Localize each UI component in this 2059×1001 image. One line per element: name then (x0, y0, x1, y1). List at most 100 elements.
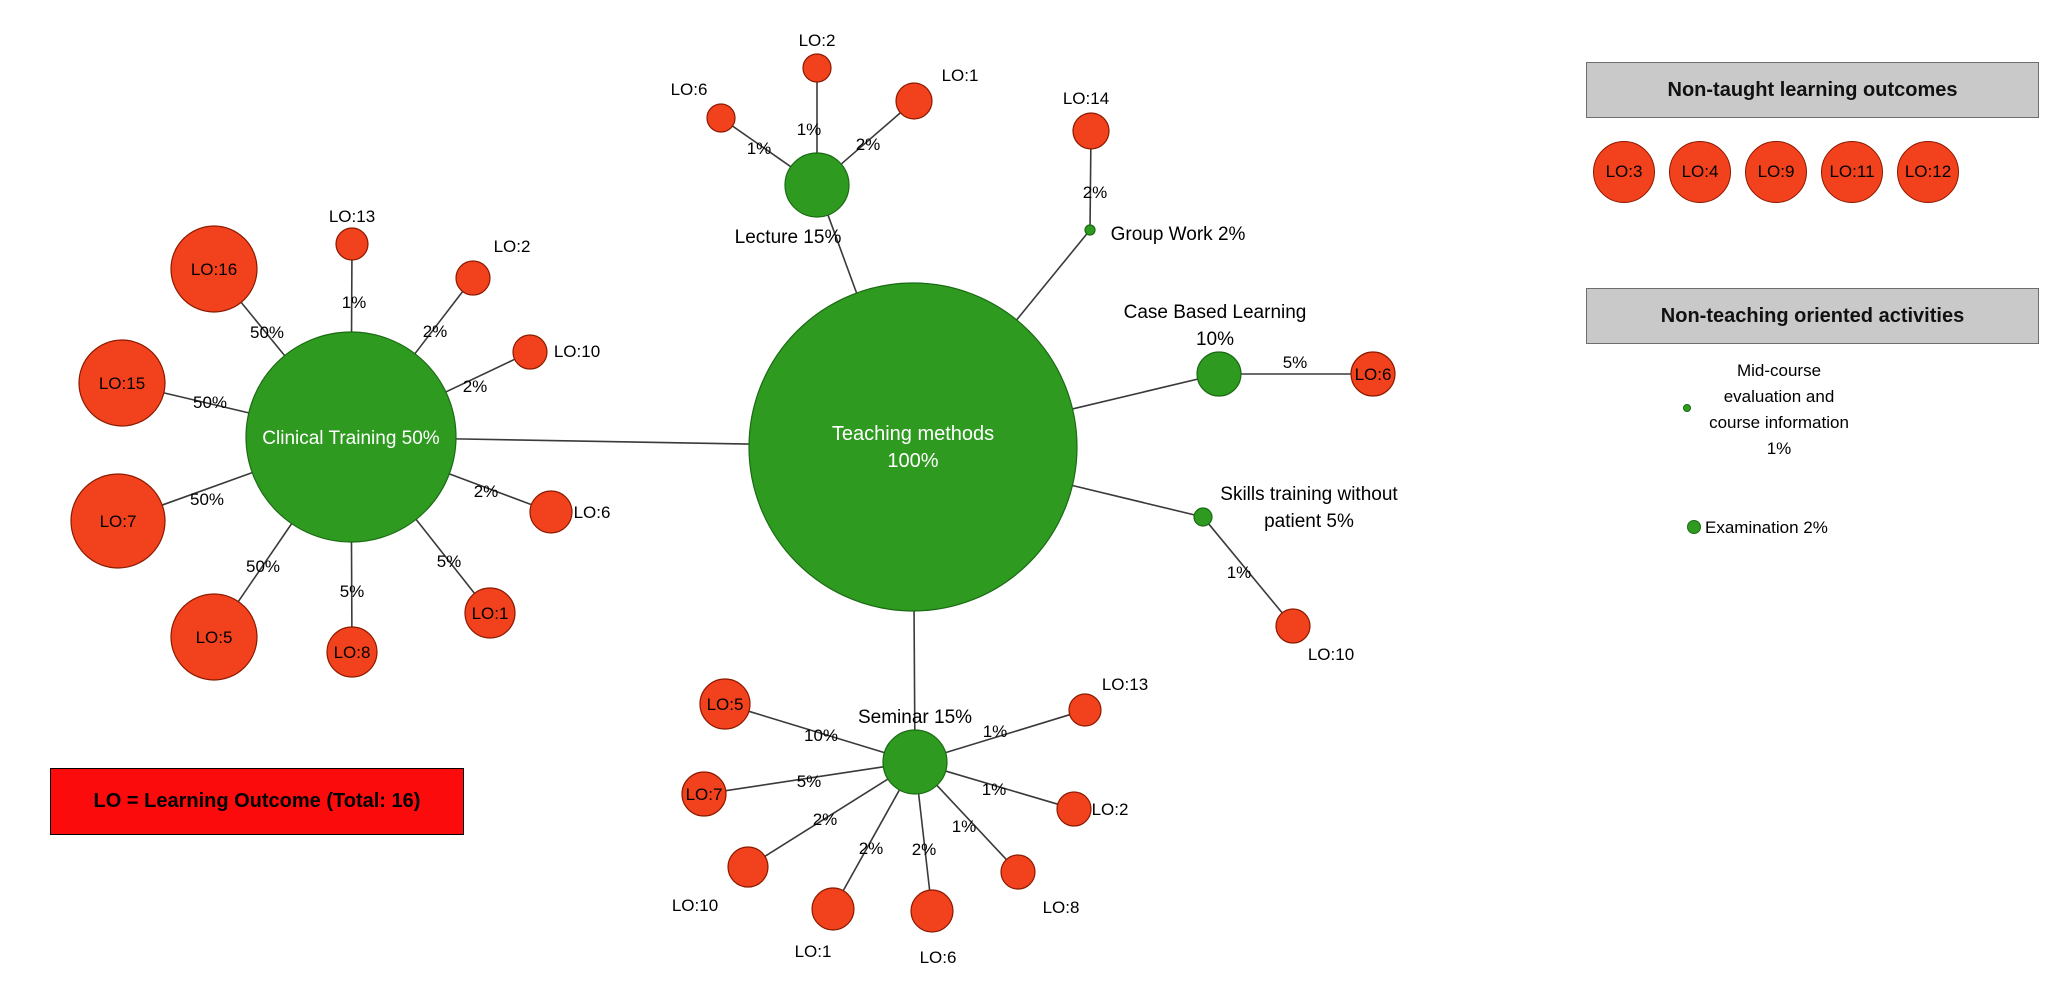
label-c16: LO:16 (191, 260, 237, 279)
node-s8 (1000, 854, 1036, 890)
pct-clinical-c16: 50% (250, 323, 284, 342)
pct-seminar-s8: 1% (952, 817, 977, 836)
node-c10 (512, 334, 548, 370)
edge-seminar-s10 (764, 778, 889, 858)
label-lo14: LO:14 (1063, 89, 1109, 108)
pct-seminar-s7: 5% (797, 772, 822, 791)
non-taught-circles: LO:3 LO:4 LO:9 LO:11 LO:12 (1593, 141, 1959, 203)
pct-lecture-l1: 2% (856, 135, 881, 154)
node-s13 (1068, 693, 1102, 727)
node-teaching (748, 282, 1078, 612)
node-lecture (784, 152, 850, 218)
edge-teaching-seminar (913, 610, 916, 731)
edge-clinical-c10 (445, 358, 515, 393)
node-c7 (70, 473, 166, 569)
node-s2 (1056, 791, 1092, 827)
edge-skills-sk10 (1208, 523, 1283, 614)
label-sk10: LO:10 (1308, 645, 1354, 664)
label-lecture: Lecture 15% (735, 227, 842, 248)
node-l6 (706, 103, 736, 133)
node-s5 (699, 678, 751, 730)
edge-seminar-s2 (945, 770, 1058, 805)
edge-lecture-l1 (840, 112, 901, 165)
node-s6 (910, 889, 954, 933)
pct-clinical-c13: 1% (342, 293, 367, 312)
pct-clinical-c6: 2% (474, 482, 499, 501)
node-c1 (464, 587, 516, 639)
pct-seminar-s2: 1% (982, 780, 1007, 799)
node-cbl (1196, 351, 1242, 397)
node-l1 (895, 82, 933, 120)
edge-teaching-skills (1072, 484, 1195, 516)
pct-clinical-c10: 2% (463, 377, 488, 396)
label-seminar: Seminar 15% (858, 707, 972, 728)
edge-seminar-s6 (917, 793, 931, 891)
edge-clinical-c6 (449, 473, 532, 506)
node-s7 (681, 771, 727, 817)
pct-clinical-c15: 50% (193, 393, 227, 412)
label-teaching-methods: Teaching methods 100% (832, 423, 994, 472)
label-skills-training: Skills training without patient 5% (1220, 484, 1398, 532)
legend-lo-circle: LO:9 (1745, 141, 1807, 203)
label-c15: LO:15 (99, 374, 145, 393)
node-s10 (727, 846, 769, 888)
node-c5 (170, 593, 258, 681)
edge-seminar-s5 (748, 710, 885, 754)
node-c2 (455, 260, 491, 296)
node-c6 (529, 490, 573, 534)
legend-lo-circle: LO:4 (1669, 141, 1731, 203)
node-gw (1084, 224, 1096, 236)
pct-lecture-l6: 1% (747, 139, 772, 158)
pct-groupwork-lo14: 2% (1083, 183, 1108, 202)
label-l6: LO:6 (671, 80, 708, 99)
node-sk10 (1275, 608, 1311, 644)
node-c16 (170, 225, 258, 313)
edge-clinical-c7 (161, 471, 253, 506)
node-c15 (78, 339, 166, 427)
label-group-work: Group Work 2% (1111, 224, 1246, 245)
pct-clinical-c2: 2% (423, 322, 448, 341)
lo-definition-note: LO = Learning Outcome (Total: 16) (50, 768, 464, 835)
examination-dot-icon (1687, 520, 1701, 534)
edge-clinical-c5 (237, 523, 293, 602)
node-clinical (245, 331, 457, 543)
legend-lo-circle: LO:3 (1593, 141, 1655, 203)
examination-text: Examination 2% (1705, 518, 1828, 537)
edge-clinical-c2 (414, 291, 464, 355)
edge-teaching-gw (1016, 233, 1088, 321)
pct-seminar-s10: 2% (813, 810, 838, 829)
label-c6: LO:6 (574, 503, 611, 522)
edge-teaching-cbl (1072, 378, 1198, 410)
midcourse-dot-icon (1683, 404, 1691, 412)
label-s10: LO:10 (672, 896, 718, 915)
pct-seminar-s13: 1% (983, 722, 1008, 741)
label-cbl6: LO:6 (1355, 365, 1392, 384)
edge-teaching-clinical (455, 438, 750, 445)
label-c5: LO:5 (196, 628, 233, 647)
label-c1: LO:1 (472, 604, 509, 623)
label-clinical-training: Clinical Training 50% (262, 428, 440, 449)
edge-seminar-s13 (945, 713, 1070, 754)
node-skills (1193, 507, 1213, 527)
pct-seminar-s1: 2% (859, 839, 884, 858)
edge-clinical-c16 (240, 301, 286, 357)
edge-lo14-gw (1089, 148, 1092, 226)
edge-clinical-c15 (163, 392, 249, 414)
non-taught-header: Non-taught learning outcomes (1586, 62, 2039, 118)
edge-clinical-c1 (415, 518, 476, 594)
label-c7: LO:7 (100, 512, 137, 531)
pct-clinical-c8: 5% (340, 582, 365, 601)
pct-cbl-lo6: 5% (1283, 353, 1308, 372)
midcourse-text: Mid-course evaluation and course informa… (1709, 361, 1849, 458)
legend-lo-circle: LO:12 (1897, 141, 1959, 203)
node-s1 (811, 887, 855, 931)
node-cbl6 (1350, 351, 1396, 397)
edge-seminar-s7 (725, 766, 884, 792)
node-l2 (802, 53, 832, 83)
label-c13: LO:13 (329, 207, 375, 226)
pct-lecture-l2: 1% (797, 120, 822, 139)
node-c13 (335, 227, 369, 261)
non-teaching-header: Non-teaching oriented activities (1586, 288, 2039, 344)
